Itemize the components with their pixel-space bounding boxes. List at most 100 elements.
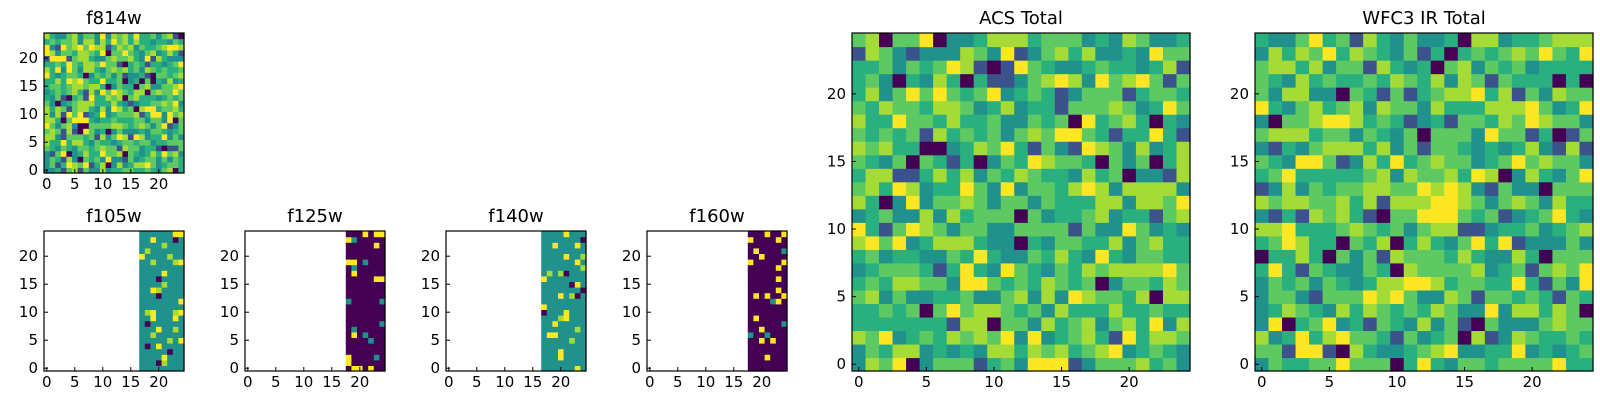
heatmap-cell	[1511, 222, 1526, 237]
heatmap-cell	[1525, 330, 1540, 345]
heatmap-cell	[60, 117, 67, 124]
heatmap-cell	[852, 100, 867, 115]
heatmap-cell	[1322, 343, 1337, 359]
y-tick-label: 15	[1230, 152, 1249, 170]
heatmap-cell	[44, 94, 51, 101]
heatmap-cell	[919, 235, 934, 250]
heatmap-cell	[178, 264, 185, 271]
heatmap-cell	[1068, 87, 1083, 102]
heatmap-cell	[44, 150, 51, 157]
heatmap-cell	[865, 100, 880, 115]
heatmap-cell	[139, 264, 146, 271]
heatmap-cell	[379, 231, 386, 238]
heatmap-cell	[373, 275, 380, 282]
heatmap-cell	[1014, 114, 1029, 129]
heatmap-cell	[1027, 60, 1042, 75]
heatmap-cell	[563, 292, 570, 299]
heatmap-cell	[574, 337, 581, 344]
heatmap-cell	[919, 289, 934, 304]
heatmap-cell	[574, 281, 581, 288]
heatmap-cell	[1068, 60, 1083, 75]
heatmap-cell	[44, 145, 51, 152]
heatmap-cell	[1122, 222, 1137, 237]
heatmap-cell	[60, 33, 67, 40]
heatmap-cell	[1162, 141, 1178, 156]
heatmap-cell	[128, 105, 135, 112]
heatmap-cell	[167, 83, 174, 90]
heatmap-cell	[373, 337, 380, 344]
heatmap-cell	[167, 77, 174, 84]
y-tick-label: 0	[430, 359, 440, 377]
heatmap-cell	[379, 337, 386, 344]
heatmap-cell	[906, 195, 921, 210]
heatmap-cell	[973, 303, 988, 318]
heatmap-cell	[574, 359, 581, 366]
heatmap-cell	[1552, 357, 1567, 372]
heatmap-cell	[1484, 127, 1499, 142]
heatmap-cell	[973, 154, 988, 169]
heatmap-cell	[1176, 181, 1191, 196]
heatmap-cell	[1363, 262, 1378, 277]
heatmap-cell	[1403, 33, 1418, 48]
heatmap-cell	[1363, 249, 1378, 264]
heatmap-cell	[1430, 127, 1445, 142]
heatmap-cell	[1095, 168, 1110, 183]
heatmap-cell	[770, 326, 777, 333]
heatmap-cell	[357, 320, 364, 327]
heatmap-cell	[1457, 276, 1472, 291]
heatmap-cell	[569, 359, 576, 366]
heatmap-cell	[178, 242, 185, 249]
heatmap-cell	[946, 87, 961, 102]
heatmap-cell	[1122, 33, 1137, 48]
heatmap-cell	[574, 315, 581, 322]
heatmap-cell	[1081, 127, 1096, 142]
heatmap-cell	[580, 281, 587, 288]
heatmap-cell	[892, 235, 907, 250]
heatmap-cell	[1108, 357, 1123, 372]
heatmap-cell	[946, 195, 961, 210]
heatmap-cell	[88, 111, 95, 118]
heatmap-cell	[172, 247, 179, 254]
heatmap-cell	[933, 141, 948, 156]
heatmap-cell	[60, 128, 67, 135]
heatmap-cell	[1282, 357, 1297, 372]
heatmap-cell	[172, 281, 179, 288]
heatmap-cell	[100, 161, 107, 168]
heatmap-cell	[1349, 181, 1364, 196]
heatmap-cell	[1095, 181, 1110, 196]
heatmap-cell	[1484, 289, 1499, 304]
heatmap-cell	[1457, 343, 1472, 359]
heatmap-cell	[1322, 154, 1337, 169]
heatmap-cell	[1525, 114, 1540, 129]
heatmap-cell	[919, 100, 934, 115]
heatmap-cell	[960, 316, 975, 332]
heatmap-cell	[879, 100, 894, 115]
heatmap-cell	[1176, 222, 1191, 237]
heatmap-cell	[139, 122, 146, 129]
heatmap-cell	[747, 264, 754, 271]
heatmap-cell	[150, 89, 157, 96]
heatmap-cell	[1068, 33, 1083, 48]
heatmap-cell	[100, 100, 107, 107]
heatmap-cell	[1525, 181, 1540, 196]
heatmap-cell	[770, 287, 777, 294]
heatmap-cell	[1363, 127, 1378, 142]
heatmap-cell	[1268, 249, 1283, 264]
heatmap-cell	[546, 354, 553, 361]
heatmap-cell	[44, 117, 51, 124]
heatmap-cell	[44, 133, 51, 140]
heatmap-cell	[1135, 87, 1151, 102]
heatmap-cell	[55, 128, 62, 135]
heatmap-cell	[1579, 276, 1594, 291]
heatmap-cell	[865, 343, 880, 359]
heatmap-cell	[1403, 289, 1418, 304]
heatmap-cell	[373, 253, 380, 260]
heatmap-cell	[764, 326, 771, 333]
heatmap-cell	[94, 139, 101, 146]
heatmap-cell	[66, 89, 73, 96]
heatmap-cell	[144, 38, 151, 45]
heatmap-cell	[919, 330, 934, 345]
heatmap-cell	[1457, 195, 1472, 210]
heatmap-cell	[172, 275, 179, 282]
heatmap-cell	[1498, 222, 1513, 237]
